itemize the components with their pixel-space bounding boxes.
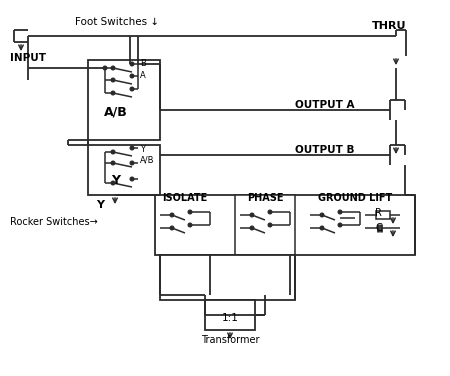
- Text: A/B: A/B: [140, 156, 154, 165]
- Circle shape: [250, 213, 254, 217]
- Text: 1:1: 1:1: [221, 313, 239, 323]
- Text: OUTPUT B: OUTPUT B: [295, 145, 355, 155]
- Text: R: R: [375, 208, 382, 218]
- Circle shape: [130, 161, 134, 165]
- Circle shape: [103, 66, 107, 70]
- Text: A: A: [140, 71, 146, 79]
- Bar: [235, 195, 295, 255]
- Text: Rocker Switches→: Rocker Switches→: [10, 217, 98, 227]
- Text: INPUT: INPUT: [10, 53, 46, 63]
- Circle shape: [130, 74, 134, 78]
- Circle shape: [111, 161, 115, 165]
- Circle shape: [111, 78, 115, 82]
- Circle shape: [338, 210, 342, 214]
- Circle shape: [268, 210, 272, 214]
- Circle shape: [111, 150, 115, 154]
- Circle shape: [188, 223, 192, 227]
- Text: Y: Y: [140, 146, 145, 155]
- Text: B: B: [140, 59, 146, 68]
- Circle shape: [130, 87, 134, 91]
- Text: Y: Y: [96, 200, 104, 210]
- Bar: [205, 300, 255, 330]
- Text: Transformer: Transformer: [201, 335, 259, 345]
- Bar: [88, 145, 160, 195]
- Circle shape: [338, 223, 342, 227]
- Circle shape: [111, 66, 115, 70]
- Circle shape: [320, 213, 324, 217]
- Circle shape: [320, 226, 324, 230]
- Circle shape: [170, 226, 174, 230]
- Text: THRU: THRU: [372, 21, 406, 31]
- Circle shape: [170, 213, 174, 217]
- Bar: [376, 211, 390, 219]
- Bar: [88, 60, 160, 140]
- Text: PHASE: PHASE: [247, 193, 283, 203]
- Bar: [155, 195, 415, 255]
- Text: Y: Y: [111, 174, 120, 188]
- Circle shape: [268, 223, 272, 227]
- Bar: [160, 255, 295, 300]
- Text: Foot Switches ↓: Foot Switches ↓: [75, 17, 159, 27]
- Circle shape: [130, 62, 134, 66]
- Circle shape: [111, 91, 115, 95]
- Text: C: C: [375, 223, 382, 233]
- Text: ISOLATE: ISOLATE: [162, 193, 207, 203]
- Circle shape: [188, 210, 192, 214]
- Circle shape: [130, 177, 134, 181]
- Circle shape: [250, 226, 254, 230]
- Text: GROUND LIFT: GROUND LIFT: [318, 193, 392, 203]
- Text: A/B: A/B: [104, 106, 127, 118]
- Circle shape: [130, 146, 134, 150]
- Text: OUTPUT A: OUTPUT A: [295, 100, 355, 110]
- Circle shape: [111, 181, 115, 185]
